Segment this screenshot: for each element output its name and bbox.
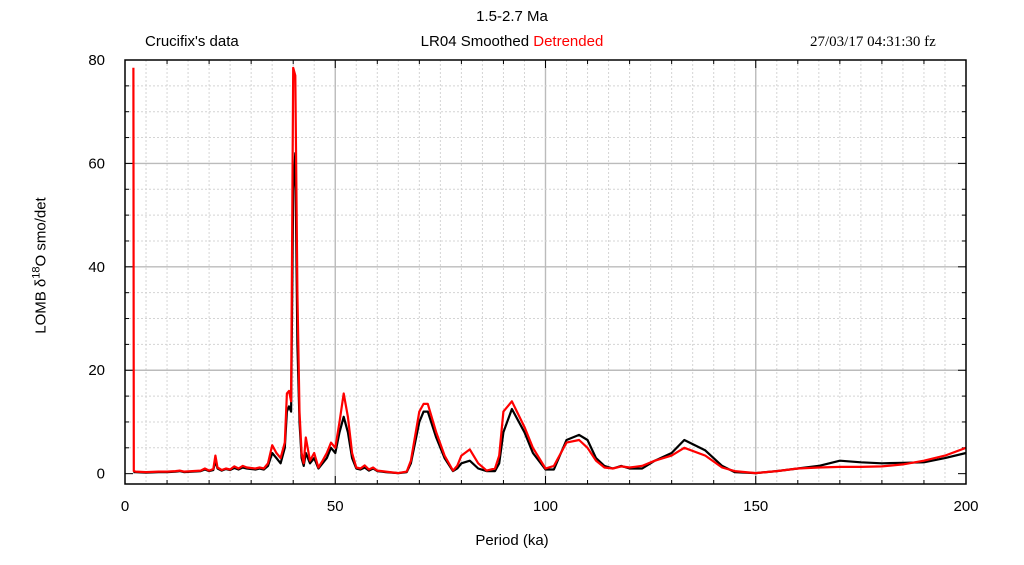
legend-detrended: Detrended <box>533 33 604 50</box>
series-detrended-line <box>132 66 967 475</box>
data-source-label: Crucifix's data <box>145 33 239 50</box>
x-tick-label: 200 <box>953 498 978 515</box>
chart-title: 1.5-2.7 Ma <box>476 8 548 25</box>
y-tick-label: 20 <box>88 362 105 379</box>
plot-frame <box>124 59 967 485</box>
grid <box>125 60 966 484</box>
y-tick-label: 0 <box>97 466 105 483</box>
x-tick-label: 0 <box>121 498 129 515</box>
x-tick-label: 150 <box>743 498 768 515</box>
legend-smoothed: LR04 Smoothed <box>420 33 530 50</box>
series-lines <box>132 66 967 475</box>
x-tick-label: 100 <box>533 498 558 515</box>
x-axis-label: Period (ka) <box>475 532 549 549</box>
y-tick-label: 60 <box>88 155 105 172</box>
y-tick-label: 80 <box>88 52 105 69</box>
series-legend: LR04 Smoothed Detrended <box>0 33 1024 50</box>
y-tick-label: 40 <box>88 259 105 276</box>
series-smoothed-line <box>132 152 967 475</box>
axis-ticks: 0 50 100 150 200 0 20 40 60 80 <box>88 52 978 515</box>
timestamp: 27/03/17 04:31:30 fz <box>810 34 936 50</box>
x-tick-label: 50 <box>327 498 344 515</box>
